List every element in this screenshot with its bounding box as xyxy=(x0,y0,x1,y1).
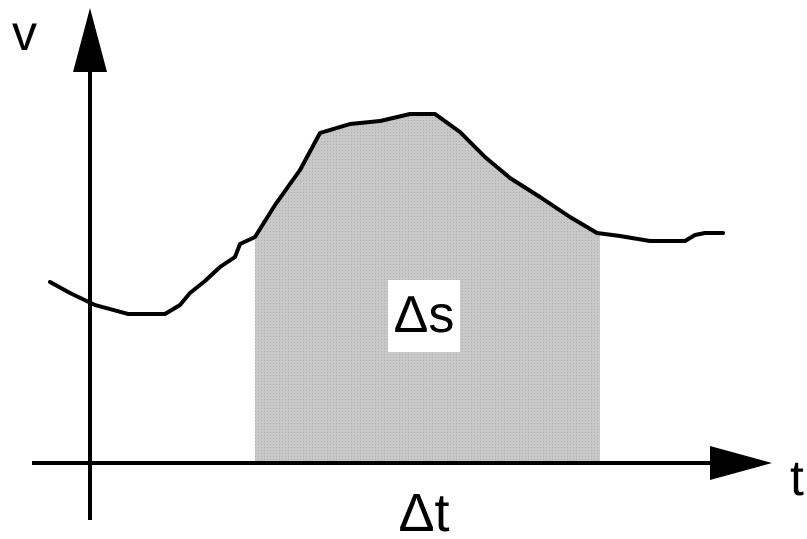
interval-label: Δt xyxy=(398,483,449,539)
t-axis-label: t xyxy=(790,450,804,506)
area-label: Δs xyxy=(394,286,455,344)
t-axis-arrowhead xyxy=(710,446,772,480)
velocity-curve xyxy=(48,112,725,316)
v-axis-label: v xyxy=(12,5,37,61)
area-label-background xyxy=(388,280,460,352)
v-axis-arrowhead xyxy=(73,8,107,72)
